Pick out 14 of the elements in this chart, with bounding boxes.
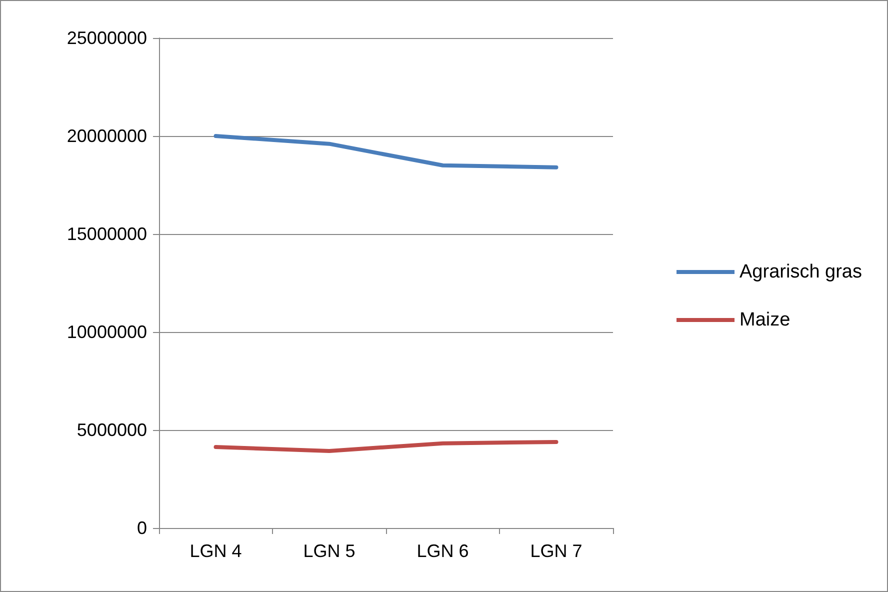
legend-label: Maize [740,310,790,330]
x-tick-label: LGN 6 [416,541,469,561]
y-tick-label: 15000000 [66,224,147,244]
legend-label: Agrarisch gras [740,262,862,282]
y-tick-label: 20000000 [66,126,147,146]
y-tick-label: 10000000 [66,322,147,342]
line-series [214,440,558,453]
y-tick-label: 5000000 [76,420,147,440]
y-tick-label: 0 [136,518,147,538]
x-tick-label: LGN 5 [303,541,356,561]
x-tick-label: LGN 4 [190,541,242,561]
line-series [214,134,558,170]
y-tick-label: 25000000 [66,28,147,48]
x-tick-label: LGN 7 [530,541,582,561]
